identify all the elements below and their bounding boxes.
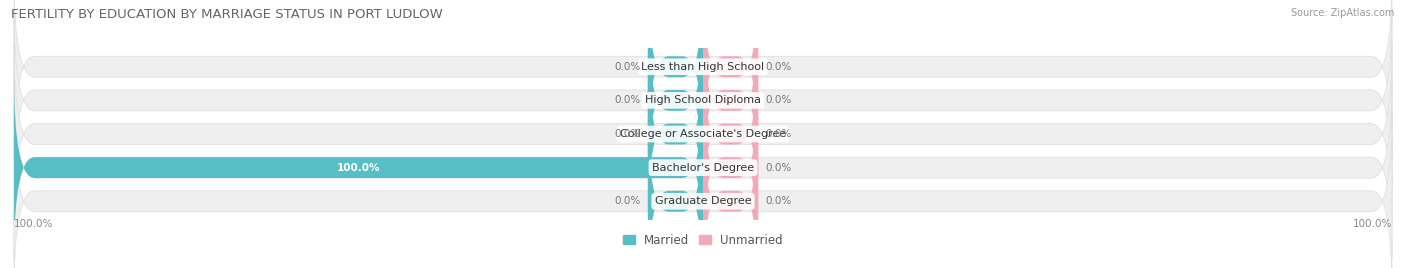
FancyBboxPatch shape <box>648 0 703 157</box>
Text: FERTILITY BY EDUCATION BY MARRIAGE STATUS IN PORT LUDLOW: FERTILITY BY EDUCATION BY MARRIAGE STATU… <box>11 8 443 21</box>
Text: Source: ZipAtlas.com: Source: ZipAtlas.com <box>1291 8 1395 18</box>
Text: 0.0%: 0.0% <box>614 129 641 139</box>
Text: 100.0%: 100.0% <box>337 163 380 173</box>
FancyBboxPatch shape <box>14 111 1392 268</box>
FancyBboxPatch shape <box>14 77 703 258</box>
FancyBboxPatch shape <box>703 111 758 268</box>
FancyBboxPatch shape <box>703 10 758 191</box>
FancyBboxPatch shape <box>648 111 703 268</box>
FancyBboxPatch shape <box>648 10 703 191</box>
Text: 0.0%: 0.0% <box>614 62 641 72</box>
Legend: Married, Unmarried: Married, Unmarried <box>619 229 787 252</box>
Text: 100.0%: 100.0% <box>1353 219 1392 229</box>
FancyBboxPatch shape <box>14 10 1392 191</box>
FancyBboxPatch shape <box>648 43 703 225</box>
Text: Graduate Degree: Graduate Degree <box>655 196 751 206</box>
FancyBboxPatch shape <box>14 0 1392 157</box>
Text: 0.0%: 0.0% <box>765 62 792 72</box>
FancyBboxPatch shape <box>14 43 1392 225</box>
Text: 0.0%: 0.0% <box>765 163 792 173</box>
FancyBboxPatch shape <box>703 77 758 258</box>
FancyBboxPatch shape <box>703 0 758 157</box>
Text: 100.0%: 100.0% <box>14 219 53 229</box>
FancyBboxPatch shape <box>703 43 758 225</box>
Text: High School Diploma: High School Diploma <box>645 95 761 105</box>
FancyBboxPatch shape <box>14 77 1392 258</box>
Text: 0.0%: 0.0% <box>614 95 641 105</box>
Text: 0.0%: 0.0% <box>765 129 792 139</box>
Text: Less than High School: Less than High School <box>641 62 765 72</box>
Text: College or Associate's Degree: College or Associate's Degree <box>620 129 786 139</box>
Text: 0.0%: 0.0% <box>614 196 641 206</box>
Text: 0.0%: 0.0% <box>765 196 792 206</box>
Text: 0.0%: 0.0% <box>765 95 792 105</box>
Text: Bachelor's Degree: Bachelor's Degree <box>652 163 754 173</box>
